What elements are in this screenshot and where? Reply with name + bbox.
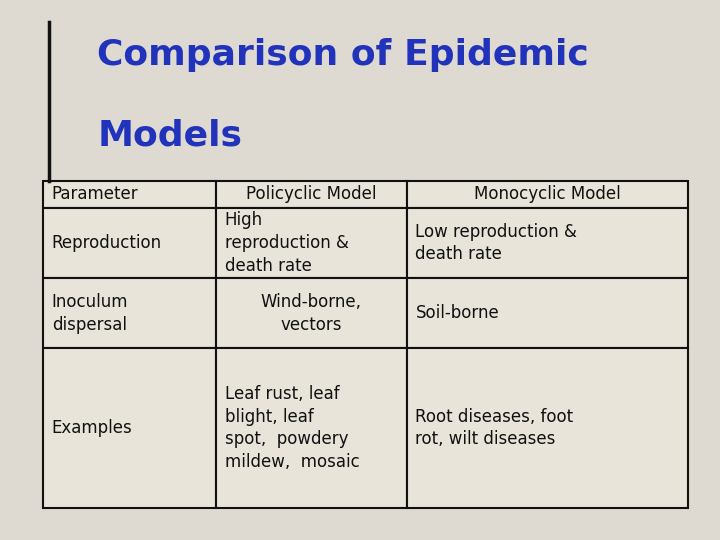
Text: Examples: Examples: [52, 419, 132, 437]
Text: Models: Models: [97, 119, 242, 153]
Text: Parameter: Parameter: [52, 185, 138, 204]
Text: Comparison of Epidemic: Comparison of Epidemic: [97, 38, 589, 72]
Text: High
reproduction &
death rate: High reproduction & death rate: [225, 211, 348, 275]
Bar: [43, 208, 216, 278]
Bar: [216, 181, 407, 208]
Bar: [407, 208, 688, 278]
Text: Inoculum
dispersal: Inoculum dispersal: [52, 293, 128, 334]
Bar: [216, 278, 407, 348]
Text: Reproduction: Reproduction: [52, 234, 162, 252]
Bar: [216, 208, 407, 278]
Text: Soil-borne: Soil-borne: [415, 304, 499, 322]
Text: Root diseases, foot
rot, wilt diseases: Root diseases, foot rot, wilt diseases: [415, 408, 574, 448]
Text: Low reproduction &
death rate: Low reproduction & death rate: [415, 222, 577, 264]
Bar: [407, 181, 688, 208]
Bar: [43, 181, 216, 208]
Bar: [216, 348, 407, 508]
Bar: [407, 348, 688, 508]
Bar: [43, 348, 216, 508]
Text: Monocyclic Model: Monocyclic Model: [474, 185, 621, 204]
Bar: [407, 278, 688, 348]
Text: Wind-borne,
vectors: Wind-borne, vectors: [261, 293, 362, 334]
Bar: [43, 278, 216, 348]
Text: Policyclic Model: Policyclic Model: [246, 185, 377, 204]
Text: Leaf rust, leaf
blight, leaf
spot,  powdery
mildew,  mosaic: Leaf rust, leaf blight, leaf spot, powde…: [225, 384, 359, 471]
